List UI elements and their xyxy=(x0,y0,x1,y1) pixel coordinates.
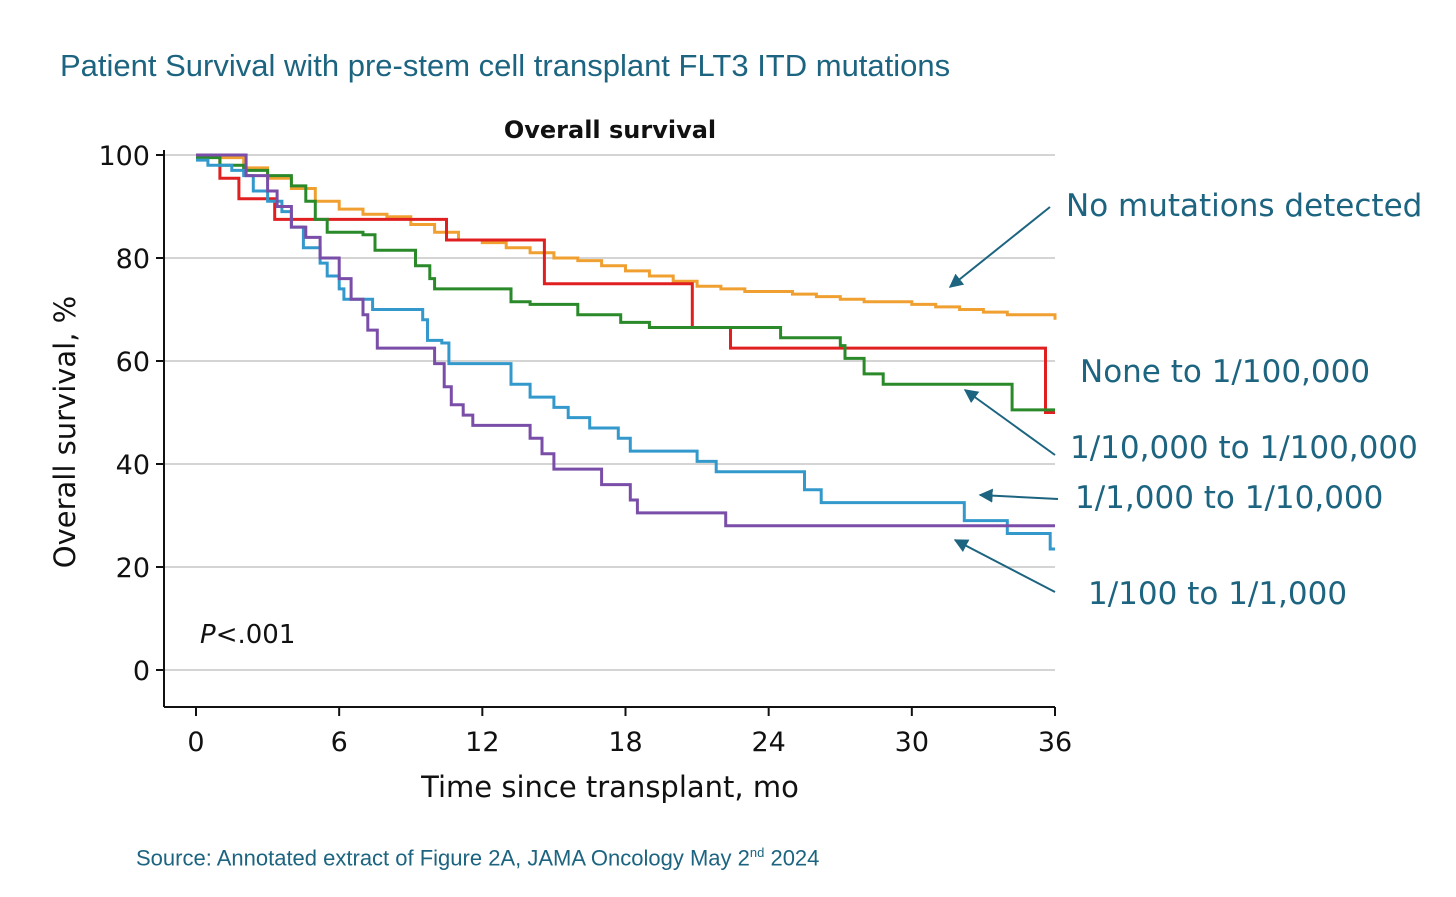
y-tick-label: 40 xyxy=(116,450,150,481)
chart-title: Overall survival xyxy=(504,116,716,144)
x-tick-label: 12 xyxy=(465,727,499,758)
arrow-100-1000 xyxy=(953,539,1056,593)
annotation-no-mutations: No mutations detected xyxy=(1066,188,1423,224)
series-lines xyxy=(196,153,1057,551)
y-tick-label: 80 xyxy=(116,244,150,275)
arrow-10000-100000 xyxy=(963,389,1056,456)
page-heading: Patient Survival with pre-stem cell tran… xyxy=(60,48,951,83)
series-line-5 xyxy=(196,153,1055,528)
x-tick-label: 6 xyxy=(331,727,348,758)
grid-lines xyxy=(164,154,1055,671)
annotation-10000-to-100000: 1/10,000 to 1/100,000 xyxy=(1070,430,1418,466)
series-line-2 xyxy=(196,153,1055,414)
annotation-none-to-100000: None to 1/100,000 xyxy=(1080,354,1371,390)
x-tick-label: 18 xyxy=(608,727,642,758)
series-line-4 xyxy=(196,158,1055,551)
series-line-1 xyxy=(196,153,1057,320)
y-axis-label: Overall survival, % xyxy=(48,296,82,568)
series-line-3 xyxy=(196,156,1055,412)
y-tick-label: 60 xyxy=(116,347,150,378)
x-tick-label: 24 xyxy=(751,727,785,758)
x-axis-label: Time since transplant, mo xyxy=(420,770,799,804)
annotation-1000-to-10000: 1/1,000 to 1/10,000 xyxy=(1075,480,1384,516)
arrow-1000-10000 xyxy=(978,488,1059,503)
y-tick-label: 20 xyxy=(116,553,150,584)
x-tick-label: 0 xyxy=(187,727,204,758)
x-tick-label: 36 xyxy=(1038,727,1072,758)
y-tick-label: 100 xyxy=(98,141,150,172)
p-value: P<.001 xyxy=(200,620,295,650)
annotation-100-to-1000: 1/100 to 1/1,000 xyxy=(1088,576,1348,612)
y-tick-label: 0 xyxy=(133,656,150,687)
arrow-no-mutations xyxy=(948,206,1051,288)
axes: 0 20 40 60 80 100 0 6 12 18 24 30 36 xyxy=(98,141,1072,758)
x-tick-label: 30 xyxy=(895,727,929,758)
annotation-arrows xyxy=(948,206,1059,593)
source-note: Source: Annotated extract of Figure 2A, … xyxy=(136,845,820,871)
